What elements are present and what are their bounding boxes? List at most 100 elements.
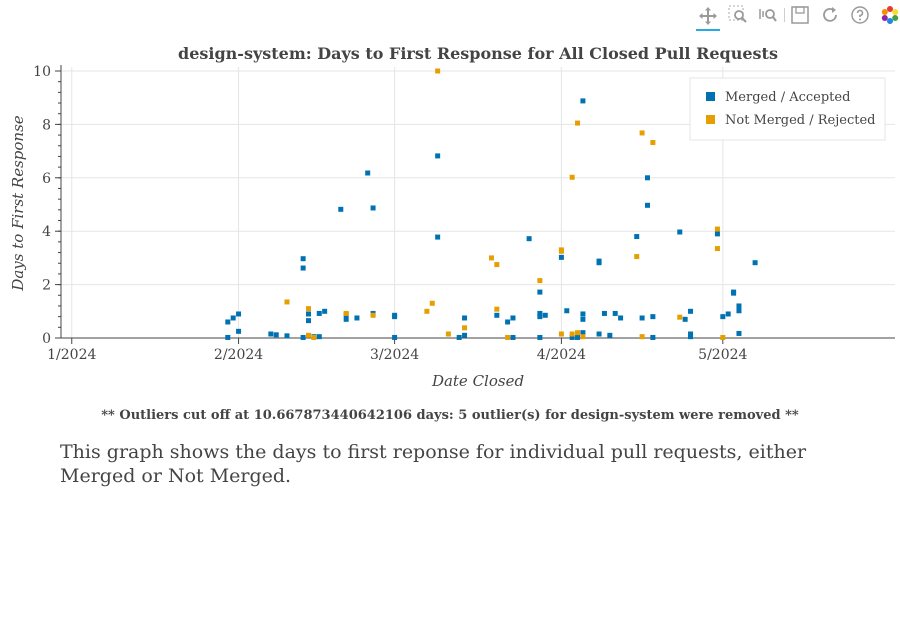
data-point[interactable] [596,260,602,266]
data-point[interactable] [601,310,607,316]
data-point[interactable] [688,331,694,337]
data-point[interactable] [300,334,306,340]
data-point[interactable] [300,256,306,262]
data-point[interactable] [526,236,532,242]
data-point[interactable] [322,308,328,314]
data-point[interactable] [537,310,543,316]
data-point[interactable] [537,314,543,320]
data-point[interactable] [650,140,656,146]
data-point[interactable] [462,325,468,331]
data-point[interactable] [343,316,349,322]
data-point[interactable] [392,334,398,340]
pan-tool-button[interactable] [696,3,720,31]
data-point[interactable] [268,331,274,337]
data-point[interactable] [462,315,468,321]
data-point[interactable] [714,246,720,252]
data-point[interactable] [435,68,441,74]
data-point[interactable] [731,290,737,296]
data-point[interactable] [644,202,650,208]
data-point[interactable] [510,315,516,321]
data-point[interactable] [580,334,586,340]
data-point[interactable] [575,334,581,340]
data-point[interactable] [306,306,312,312]
data-point[interactable] [435,153,441,159]
data-point[interactable] [564,308,570,314]
data-point[interactable] [456,334,462,340]
data-point[interactable] [558,331,564,337]
save-tool-button[interactable] [788,3,812,27]
data-point[interactable] [488,255,494,261]
data-point[interactable] [634,234,640,240]
data-point[interactable] [677,314,683,320]
data-point[interactable] [650,314,656,320]
data-point[interactable] [306,318,312,324]
data-point[interactable] [634,254,640,260]
data-point[interactable] [580,311,586,317]
data-point[interactable] [575,330,581,336]
data-point[interactable] [639,334,645,340]
data-point[interactable] [558,248,564,254]
data-point[interactable] [569,334,575,340]
data-points[interactable] [225,68,758,340]
data-point[interactable] [736,330,742,336]
data-point[interactable] [370,205,376,211]
data-point[interactable] [505,334,511,340]
data-point[interactable] [736,303,742,309]
data-point[interactable] [230,315,236,321]
data-point[interactable] [720,334,726,340]
data-point[interactable] [752,260,758,266]
data-point[interactable] [542,312,548,318]
data-point[interactable] [639,130,645,136]
data-point[interactable] [354,315,360,321]
data-point[interactable] [650,334,656,340]
data-point[interactable] [306,332,312,338]
data-point[interactable] [558,254,564,260]
data-point[interactable] [580,98,586,104]
data-point[interactable] [596,331,602,337]
data-point[interactable] [607,332,613,338]
data-point[interactable] [494,262,500,268]
wheel-zoom-tool-button[interactable] [756,3,780,27]
data-point[interactable] [714,231,720,237]
data-point[interactable] [365,170,371,176]
data-point[interactable] [505,319,511,325]
data-point[interactable] [537,334,543,340]
bokeh-logo-button[interactable] [878,3,900,27]
data-point[interactable] [688,308,694,314]
data-point[interactable] [311,334,317,340]
data-point[interactable] [343,310,349,316]
data-point[interactable] [569,174,575,180]
data-point[interactable] [494,312,500,318]
data-point[interactable] [316,334,322,340]
data-point[interactable] [445,331,451,337]
data-point[interactable] [510,334,516,340]
data-point[interactable] [688,334,694,340]
data-point[interactable] [580,330,586,336]
data-point[interactable] [338,206,344,212]
data-point[interactable] [720,314,726,320]
data-point[interactable] [236,311,242,317]
data-point[interactable] [682,316,688,322]
data-point[interactable] [316,310,322,316]
data-point[interactable] [236,328,242,334]
data-point[interactable] [677,229,683,235]
data-point[interactable] [370,312,376,318]
box-zoom-tool-button[interactable] [726,3,750,27]
data-point[interactable] [225,319,231,325]
data-point[interactable] [435,234,441,240]
data-point[interactable] [580,316,586,322]
data-point[interactable] [273,332,279,338]
data-point[interactable] [537,289,543,295]
data-point[interactable] [736,308,742,314]
data-point[interactable] [284,299,290,305]
data-point[interactable] [725,311,731,317]
reset-tool-button[interactable] [818,3,842,27]
data-point[interactable] [639,315,645,321]
data-point[interactable] [714,226,720,232]
data-point[interactable] [537,278,543,284]
data-point[interactable] [392,312,398,318]
data-point[interactable] [429,300,435,306]
data-point[interactable] [575,120,581,126]
data-point[interactable] [494,306,500,312]
data-point[interactable] [569,331,575,337]
